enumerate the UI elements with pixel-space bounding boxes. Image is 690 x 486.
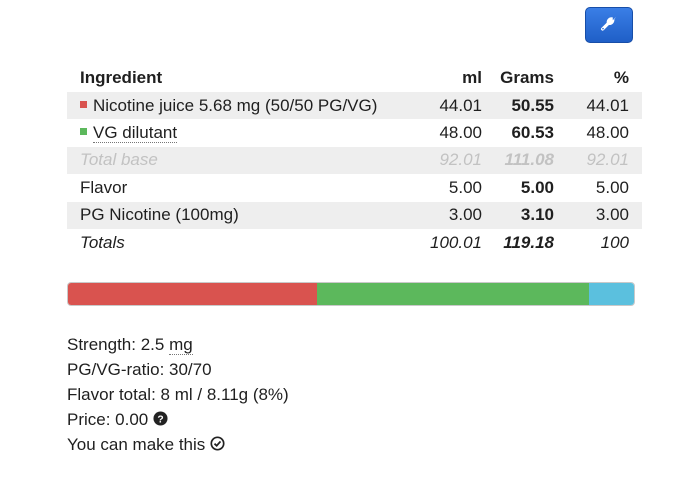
table-row-vg-dilutant: VG dilutant 48.00 60.53 48.00 (67, 119, 642, 146)
pg-vg-ratio: PG/VG-ratio: 30/70 (67, 360, 212, 379)
strength-label: Strength: (67, 335, 141, 354)
settings-button[interactable] (585, 7, 633, 43)
svg-text:?: ? (158, 414, 164, 425)
grams-cell: 111.08 (482, 146, 554, 175)
table-row-nicotine-juice: Nicotine juice 5.68 mg (50/50 PG/VG) 44.… (67, 92, 642, 120)
nicotine-juice-swatch (80, 100, 87, 108)
table-row-flavor: Flavor 5.00 5.00 5.00 (67, 174, 642, 201)
vg-dilutant-swatch (80, 128, 87, 136)
percent-cell: 5.00 (595, 177, 629, 197)
header-ingredient: Ingredient (80, 68, 163, 87)
recipe-summary: Strength: 2.5 mg PG/VG-ratio: 30/70 Flav… (67, 334, 289, 459)
ml-cell: 48.00 (439, 123, 482, 143)
percent-cell: 44.01 (554, 92, 642, 120)
ml-cell: 44.01 (402, 92, 482, 120)
table-row-pg-nicotine: PG Nicotine (100mg) 3.00 3.10 3.00 (67, 201, 642, 229)
bar-segment-remainder (588, 283, 634, 305)
ingredient-name-cell: Nicotine juice 5.68 mg (50/50 PG/VG) (67, 92, 402, 120)
percent-cell: 92.01 (554, 146, 642, 175)
ml-cell: 3.00 (402, 201, 482, 229)
strength-line: Strength: 2.5 mg (67, 334, 289, 359)
can-make-line: You can make this (67, 434, 289, 459)
ingredient-name: PG Nicotine (100mg) (67, 201, 402, 229)
can-make-text: You can make this (67, 435, 206, 454)
percent-cell: 100 (600, 232, 629, 252)
ingredient-name: Flavor (80, 177, 128, 197)
bar-segment-vg-dilutant (317, 283, 589, 305)
flavor-total: Flavor total: 8 ml / 8.11g (8%) (67, 385, 289, 404)
ml-cell: 92.01 (402, 146, 482, 175)
ingredient-table: Ingredient ml Grams % Nicotine juice 5.6… (67, 64, 642, 256)
ml-cell: 100.01 (430, 232, 482, 252)
price-line: Price: 0.00? (67, 409, 289, 434)
ingredient-name: Nicotine juice 5.68 mg (50/50 PG/VG) (93, 95, 378, 115)
ingredient-name: Totals (80, 232, 125, 252)
ingredient-name-cell: VG dilutant (67, 119, 402, 146)
header-ml: ml (462, 68, 482, 87)
grams-cell: 50.55 (482, 92, 554, 120)
bar-segment-nicotine-juice (68, 283, 318, 305)
table-row-total-base: Total base 92.01 111.08 92.01 (67, 146, 642, 175)
ingredient-name: Total base (67, 146, 402, 175)
price-text: Price: 0.00 (67, 410, 149, 429)
wrench-icon (599, 14, 619, 37)
strength-value: 2.5 (140, 335, 165, 354)
grams-cell: 5.00 (520, 177, 554, 197)
help-circle-icon[interactable]: ? (153, 410, 168, 432)
header-percent: % (613, 68, 629, 87)
grams-cell: 3.10 (482, 201, 554, 229)
mix-proportion-bar (67, 282, 635, 306)
grams-cell: 60.53 (511, 123, 554, 143)
grams-cell: 119.18 (503, 232, 554, 252)
ml-cell: 5.00 (448, 177, 482, 197)
vg-dilutant-link[interactable]: VG dilutant (93, 123, 178, 144)
table-row-totals: Totals 100.01 119.18 100 (67, 229, 642, 256)
header-grams: Grams (500, 68, 554, 87)
check-circle-icon (210, 435, 225, 457)
percent-cell: 48.00 (586, 123, 629, 143)
table-header-row: Ingredient ml Grams % (67, 64, 642, 92)
percent-cell: 3.00 (554, 201, 642, 229)
strength-unit[interactable]: mg (169, 335, 193, 355)
